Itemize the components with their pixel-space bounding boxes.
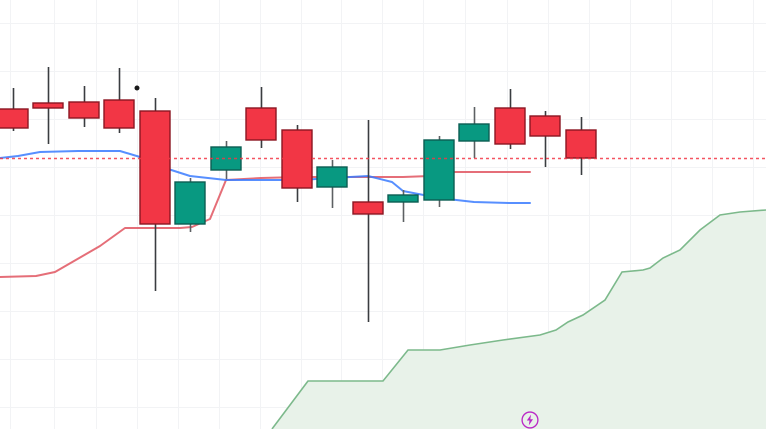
candlestick-0[interactable] bbox=[0, 88, 29, 131]
area-fill bbox=[272, 210, 766, 429]
lightning-bolt-icon[interactable] bbox=[520, 410, 540, 430]
candle-body bbox=[103, 99, 135, 129]
candle-body bbox=[316, 166, 348, 188]
candle-body bbox=[494, 107, 526, 145]
candle-body bbox=[352, 201, 384, 215]
candlestick-3[interactable] bbox=[103, 68, 135, 133]
candlestick-1[interactable] bbox=[32, 67, 64, 144]
candlestick-4[interactable] bbox=[139, 98, 171, 291]
bolt-glyph bbox=[526, 414, 533, 426]
candlestick-series[interactable] bbox=[0, 67, 597, 322]
horizontal-gridlines bbox=[0, 23, 766, 408]
area-indicator-series bbox=[271, 209, 766, 429]
candlestick-5[interactable] bbox=[174, 178, 206, 232]
lightning-badge[interactable] bbox=[520, 410, 540, 430]
candlestick-9[interactable] bbox=[316, 160, 348, 208]
candlestick-11[interactable] bbox=[387, 190, 419, 222]
area-line bbox=[271, 209, 766, 429]
candle-body bbox=[68, 101, 100, 119]
candle-body bbox=[458, 123, 490, 142]
candlestick-15[interactable] bbox=[529, 111, 561, 167]
candlestick-8[interactable] bbox=[281, 125, 313, 202]
candlestick-10[interactable] bbox=[352, 120, 384, 322]
candle-body bbox=[32, 102, 64, 109]
candle-body bbox=[387, 194, 419, 203]
data-marker-dot bbox=[134, 85, 140, 91]
candlestick-6[interactable] bbox=[210, 141, 242, 179]
candle-body bbox=[174, 181, 206, 225]
candlestick-7[interactable] bbox=[245, 87, 277, 148]
candlestick-13[interactable] bbox=[458, 107, 490, 158]
candle-body bbox=[139, 110, 171, 225]
candle-body bbox=[565, 129, 597, 159]
candle-body bbox=[0, 108, 29, 129]
candle-body bbox=[529, 115, 561, 137]
candlestick-2[interactable] bbox=[68, 86, 100, 127]
candle-body bbox=[245, 107, 277, 141]
candlestick-14[interactable] bbox=[494, 89, 526, 149]
candlestick-12[interactable] bbox=[423, 136, 455, 207]
candlestick-16[interactable] bbox=[565, 117, 597, 175]
candle-body bbox=[423, 139, 455, 201]
